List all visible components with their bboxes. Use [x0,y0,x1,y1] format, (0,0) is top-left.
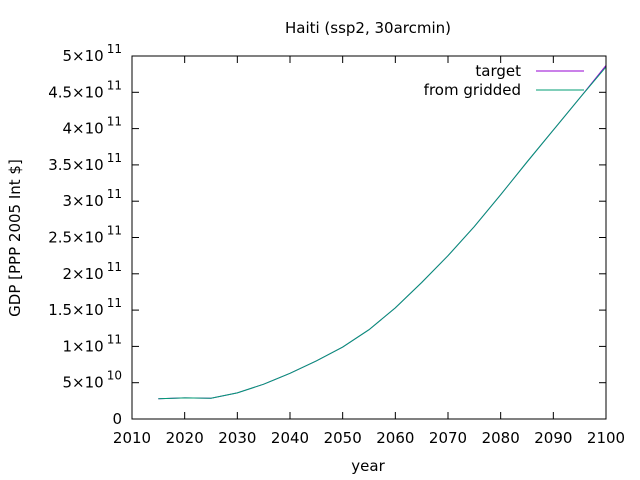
x-tick-label: 2100 [587,429,625,447]
legend-label: target [475,62,521,80]
series-line-from-gridded [158,66,607,400]
y-tick-label: 3×10 11 [63,187,122,210]
chart-title: Haiti (ssp2, 30arcmin) [285,19,451,37]
x-tick-label: 2010 [113,429,151,447]
y-axis-ticks: 0 5×10 10 1×10 11 1.5×10 11 2×10 11 2.5×10 11 3×10 1… [48,42,606,428]
x-tick-label: 2030 [218,429,256,447]
y-tick-label: 4×10 11 [63,115,122,138]
x-tick-label: 2060 [376,429,414,447]
series-line-target [158,65,607,400]
y-tick-label: 2.5×10 11 [48,224,122,247]
y-tick-label: 5×10 11 [63,42,122,65]
plot-frame [131,55,607,420]
y-tick-label: 2×10 11 [63,260,122,283]
y-tick-label: 1×10 11 [63,332,122,355]
y-axis-label: GDP [PPP 2005 Int $] [6,159,24,317]
series-lines [158,65,607,400]
x-tick-label: 2090 [534,429,572,447]
x-axis-ticks: 2010 2020 2030 2040 2050 2060 2070 2080 2090 2100 [113,56,625,447]
legend-label: from gridded [424,81,521,99]
x-tick-label: 2050 [324,429,362,447]
y-tick-label: 5×10 10 [63,369,122,392]
x-tick-label: 2080 [482,429,520,447]
y-tick-label: 3.5×10 11 [48,151,122,174]
y-tick-label: 0 [112,410,122,428]
y-tick-label: 4.5×10 11 [48,78,122,101]
x-tick-label: 2020 [166,429,204,447]
x-tick-label: 2040 [271,429,309,447]
x-axis-label: year [351,457,385,475]
y-tick-label: 1.5×10 11 [48,296,122,319]
x-tick-label: 2070 [429,429,467,447]
